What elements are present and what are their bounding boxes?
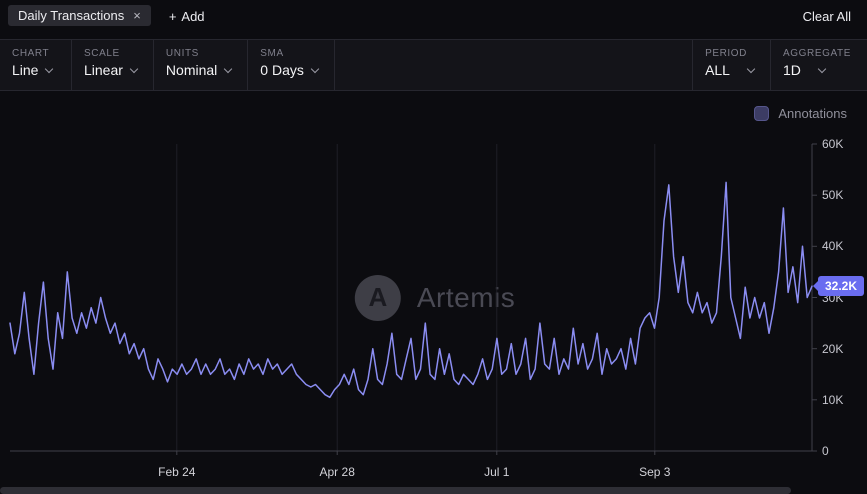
chevron-down-icon [45,64,54,73]
tab-bar: Daily Transactions × + Add Clear All [0,0,867,39]
horizontal-scrollbar[interactable] [0,487,791,494]
period-value: ALL [705,62,730,78]
units-label: UNITS [165,48,199,59]
plot-area[interactable]: A Artemis [9,143,817,455]
sma-label: SMA [260,48,284,59]
chart-region: Annotations A Artemis 0 10K 20K 30K 40K 50K 60… [0,91,867,494]
chevron-down-icon [224,64,233,73]
units-value: Nominal [165,62,218,78]
x-axis: Feb 24 Apr 28 Jul 1 Sep 3 [10,463,812,483]
tab-label: Daily Transactions [18,8,125,23]
annotations-legend[interactable]: Annotations [754,106,847,121]
chart-type-label: CHART [12,48,50,59]
y-axis-label: 0 [822,444,829,458]
annotations-checkbox[interactable] [754,106,770,121]
y-axis-label: 40K [822,239,844,254]
aggregate-value: 1D [782,62,801,78]
plus-icon: + [168,9,177,24]
toolbar: CHART Line SCALE Linear UNITS Nominal SM… [0,39,867,91]
add-button[interactable]: + Add [167,5,207,28]
scale-dropdown[interactable]: SCALE Linear [72,40,154,90]
period-dropdown[interactable]: PERIOD ALL [692,40,770,90]
aggregate-label: AGGREGATE [782,48,851,59]
sma-dropdown[interactable]: SMA 0 Days [248,40,335,90]
y-axis-label: 50K [822,188,844,203]
units-dropdown[interactable]: UNITS Nominal [154,40,249,90]
tab-daily-transactions[interactable]: Daily Transactions × [8,5,151,26]
artemis-logo-icon: A [354,274,401,321]
chart-type-dropdown[interactable]: CHART Line [0,40,72,90]
period-label: PERIOD [705,48,748,59]
toolbar-spacer [335,40,692,90]
watermark-text: Artemis [416,281,516,313]
y-axis-label: 20K [822,341,844,356]
annotations-label: Annotations [778,106,847,121]
x-axis-label: Sep 3 [639,465,671,479]
close-icon[interactable]: × [133,8,141,23]
chevron-down-icon [746,64,756,73]
x-axis-label: Jul 1 [484,465,510,479]
chart-type-value: Line [12,62,39,78]
chevron-down-icon [310,64,320,73]
aggregate-dropdown[interactable]: AGGREGATE 1D [769,40,867,90]
chevron-down-icon [817,64,827,73]
clear-all-button[interactable]: Clear All [801,5,853,28]
add-button-label: Add [181,9,205,24]
y-axis: 0 10K 20K 30K 40K 50K 60K [812,137,867,458]
artemis-logo-glyph: A [368,282,388,312]
artemis-watermark: A Artemis [354,274,516,321]
scale-value: Linear [84,62,123,78]
chevron-down-icon [129,64,139,73]
y-axis-label: 10K [822,392,844,407]
chart-svg [9,143,817,455]
scale-label: SCALE [84,48,120,59]
sma-value: 0 Days [260,62,304,78]
x-axis-label: Feb 24 [158,465,196,479]
x-axis-label: Apr 28 [319,465,355,479]
y-axis-label: 60K [822,137,844,151]
current-value-badge: 32.2K [817,276,864,296]
